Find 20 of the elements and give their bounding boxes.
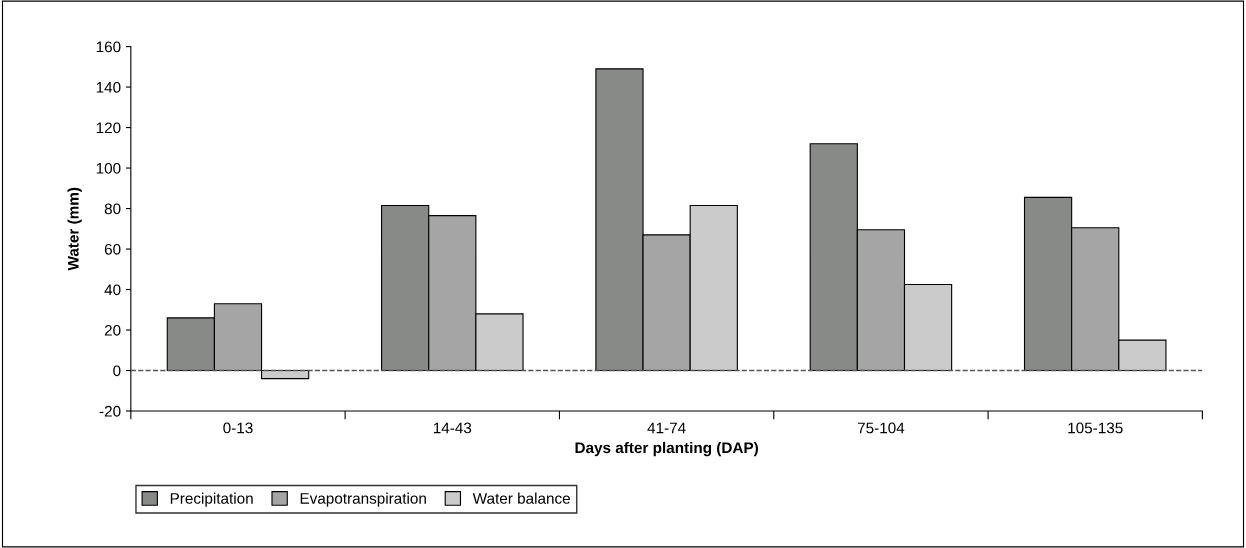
- y-tick-label: 140: [96, 81, 121, 93]
- y-tick-label: 160: [96, 41, 121, 53]
- x-tick-label: 0-13: [223, 422, 253, 434]
- y-tick-label: 20: [104, 324, 121, 336]
- y-tick-label: 80: [104, 203, 121, 215]
- y-tick-label: 40: [104, 284, 121, 296]
- legend-label: Water balance: [472, 492, 570, 504]
- x-tick-label: 14-43: [433, 422, 472, 434]
- y-tick-label: -20: [99, 405, 121, 417]
- y-tick-label: 120: [96, 122, 121, 134]
- x-axis-title: Days after planting (DAP): [575, 441, 758, 457]
- legend-label: Evapotranspiration: [300, 492, 426, 507]
- y-tick-label: 100: [96, 162, 121, 174]
- x-tick-label: 105-135: [1068, 422, 1123, 434]
- y-tick-label: 0: [113, 365, 121, 377]
- y-tick-label: 60: [104, 243, 121, 255]
- x-tick-label: 75-104: [857, 422, 905, 434]
- y-axis-title: Water (mm): [67, 187, 82, 271]
- x-tick-label: 41-74: [647, 422, 686, 434]
- legend-label: Precipitation: [170, 492, 253, 507]
